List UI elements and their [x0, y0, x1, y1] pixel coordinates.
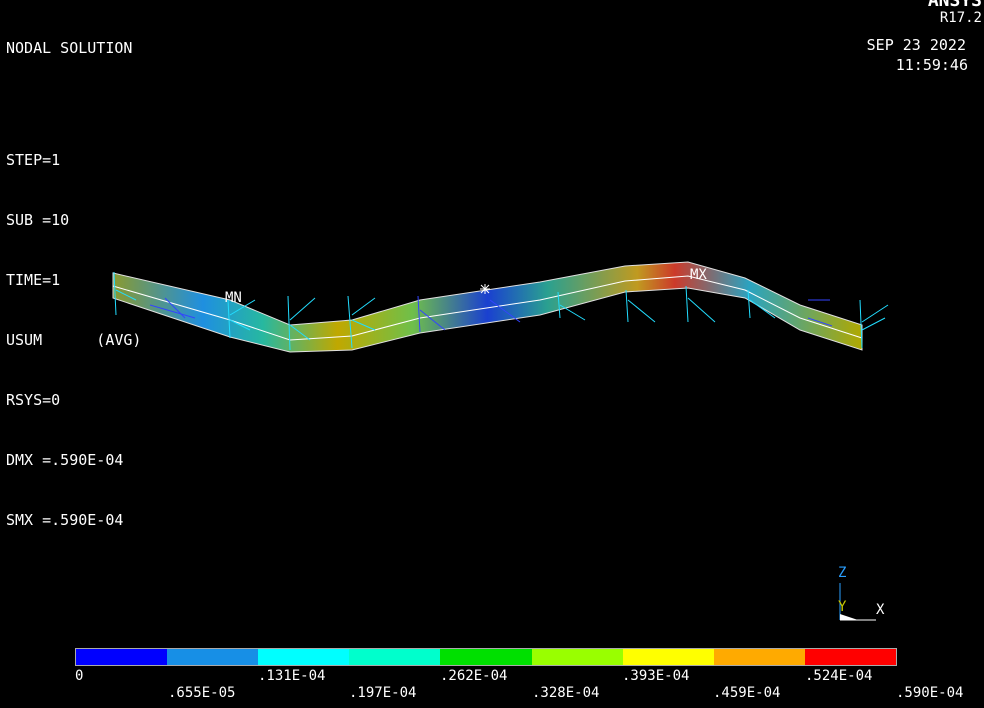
info-line: SMX =.590E-04 — [6, 511, 124, 529]
info-line: SUB =10 — [6, 211, 70, 229]
legend-swatch-4 — [440, 649, 532, 665]
legend-swatch-3 — [349, 649, 441, 665]
legend-label-bottom: .655E-05 — [168, 685, 236, 701]
deformed-beam — [112, 261, 863, 353]
info-line: TIME=1 — [6, 271, 61, 289]
legend-swatch-6 — [622, 649, 714, 665]
ansys-logo-text: ANSYS — [927, 0, 982, 11]
contour-legend-bar — [75, 648, 897, 666]
legend-swatch-5 — [531, 649, 623, 665]
legend-swatch-2 — [258, 649, 350, 665]
info-line: DMX =.590E-04 — [6, 451, 124, 469]
legend-label-bottom: .328E-04 — [532, 685, 600, 701]
legend-label-bottom: .459E-04 — [713, 685, 781, 701]
info-line: STEP=1 — [6, 151, 61, 169]
time-label: 11:59:46 — [895, 56, 968, 74]
max-label: MX — [690, 267, 707, 283]
triad-y-label: Y — [838, 599, 847, 615]
info-line: RSYS=0 — [6, 391, 61, 409]
legend-swatch-1 — [167, 649, 259, 665]
legend-swatch-0 — [76, 649, 168, 665]
legend-label-top: .262E-04 — [440, 668, 508, 684]
legend-label-top: 0 — [75, 668, 84, 684]
min-label: MN — [225, 290, 242, 306]
triad-z-label: Z — [838, 565, 847, 581]
legend-label-bottom: .590E-04 — [896, 685, 964, 701]
version-label: R17.2 — [939, 10, 982, 26]
legend-label-top: .393E-04 — [622, 668, 690, 684]
legend-label-bottom: .197E-04 — [349, 685, 417, 701]
result-info-block: NODAL SOLUTION STEP=1 SUB =10 TIME=1 USU… — [6, 0, 141, 570]
triad-x-label: X — [876, 602, 885, 618]
legend-label-top: .131E-04 — [258, 668, 326, 684]
plot-title: NODAL SOLUTION — [6, 39, 133, 57]
boundary-condition-symbols — [113, 271, 889, 351]
legend-swatch-7 — [713, 649, 805, 665]
legend-label-top: .524E-04 — [805, 668, 873, 684]
date-label: SEP 23 2022 — [866, 36, 966, 54]
coordinate-triad — [839, 583, 876, 621]
info-line: USUM (AVG) — [6, 331, 142, 349]
origin-marker-icon — [480, 284, 490, 294]
legend-swatch-8 — [804, 649, 896, 665]
